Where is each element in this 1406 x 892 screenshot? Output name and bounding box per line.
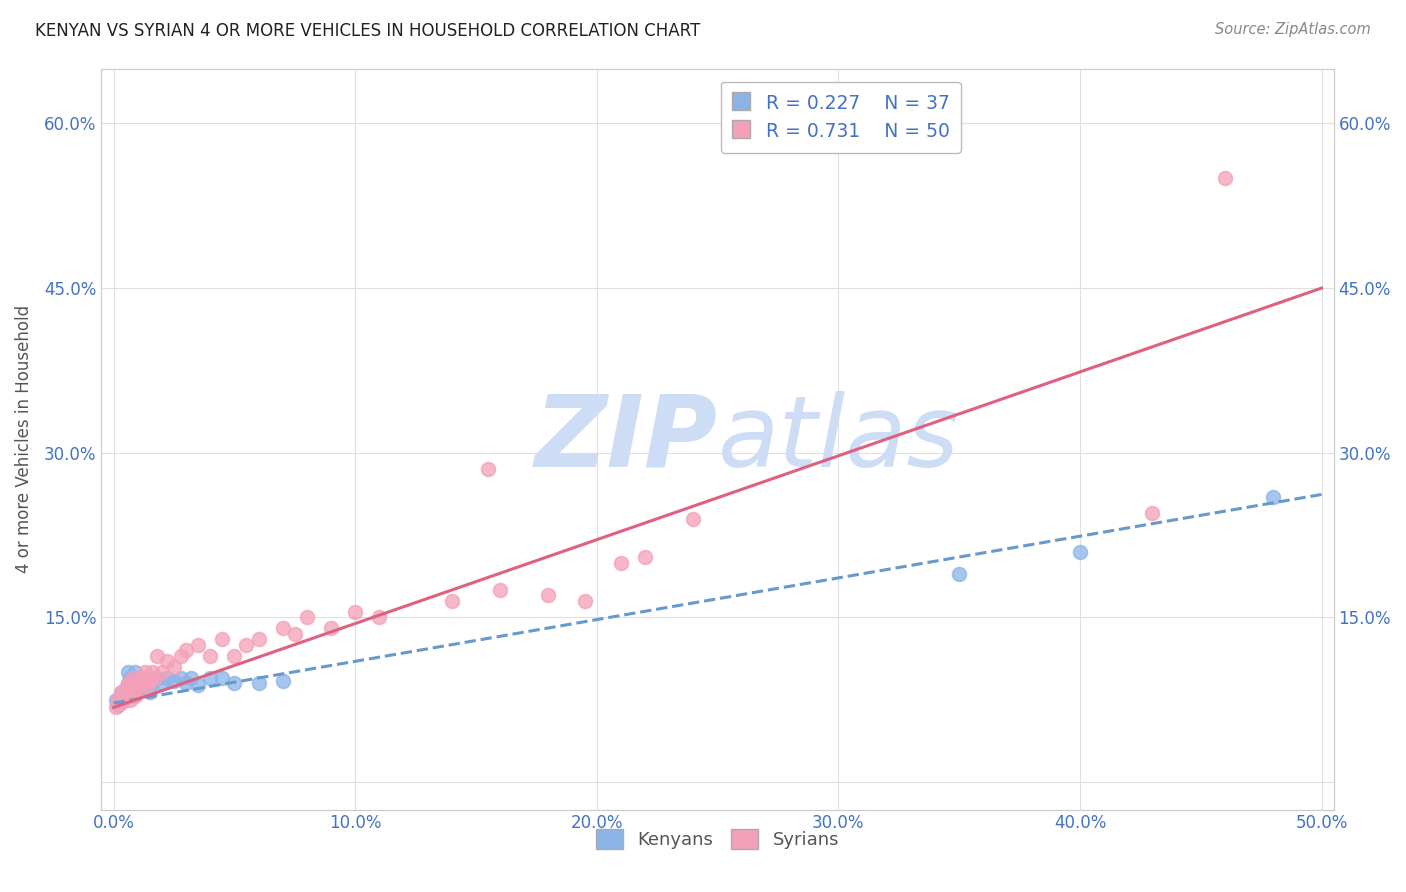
Point xyxy=(117,676,139,690)
Point xyxy=(127,681,149,696)
Point xyxy=(211,632,233,647)
Point xyxy=(122,678,145,692)
Point xyxy=(139,685,162,699)
Y-axis label: 4 or more Vehicles in Household: 4 or more Vehicles in Household xyxy=(15,305,32,573)
Point xyxy=(127,674,149,689)
Point xyxy=(143,671,166,685)
Point xyxy=(610,556,633,570)
Point xyxy=(127,681,149,696)
Point xyxy=(198,648,221,663)
Point xyxy=(170,671,193,685)
Point xyxy=(1069,544,1091,558)
Text: KENYAN VS SYRIAN 4 OR MORE VEHICLES IN HOUSEHOLD CORRELATION CHART: KENYAN VS SYRIAN 4 OR MORE VEHICLES IN H… xyxy=(35,22,700,40)
Point xyxy=(156,671,179,685)
Point xyxy=(124,665,146,680)
Point xyxy=(146,648,169,663)
Legend: R = 0.227    N = 37, R = 0.731    N = 50: R = 0.227 N = 37, R = 0.731 N = 50 xyxy=(721,81,960,153)
Point xyxy=(124,674,146,689)
Point xyxy=(170,648,193,663)
Point xyxy=(224,676,246,690)
Point xyxy=(124,690,146,704)
Point xyxy=(114,681,136,696)
Point xyxy=(150,676,173,690)
Point xyxy=(139,674,162,689)
Point xyxy=(150,665,173,680)
Point xyxy=(134,665,156,680)
Point xyxy=(146,671,169,685)
Point xyxy=(120,671,142,685)
Point xyxy=(107,692,129,706)
Point xyxy=(187,638,209,652)
Point xyxy=(136,674,159,689)
Point xyxy=(122,671,145,685)
Text: atlas: atlas xyxy=(717,391,959,488)
Point xyxy=(682,511,704,525)
Point xyxy=(174,676,197,690)
Point xyxy=(131,671,153,685)
Point xyxy=(295,610,318,624)
Point xyxy=(537,589,560,603)
Point xyxy=(110,696,132,710)
Point xyxy=(224,648,246,663)
Point xyxy=(117,676,139,690)
Point xyxy=(129,676,152,690)
Point xyxy=(120,678,142,692)
Point xyxy=(574,594,596,608)
Point xyxy=(110,685,132,699)
Point xyxy=(271,674,294,689)
Point xyxy=(235,638,257,652)
Point xyxy=(247,632,270,647)
Point xyxy=(477,462,499,476)
Point xyxy=(112,690,135,704)
Point xyxy=(112,692,135,706)
Point xyxy=(319,621,342,635)
Point xyxy=(120,692,142,706)
Text: Source: ZipAtlas.com: Source: ZipAtlas.com xyxy=(1215,22,1371,37)
Point xyxy=(141,665,163,680)
Point xyxy=(110,687,132,701)
Text: ZIP: ZIP xyxy=(534,391,717,488)
Point xyxy=(127,671,149,685)
Point xyxy=(948,566,970,581)
Point xyxy=(198,671,221,685)
Point xyxy=(104,692,127,706)
Point xyxy=(344,605,367,619)
Point xyxy=(104,700,127,714)
Point xyxy=(134,678,156,692)
Point xyxy=(247,676,270,690)
Point xyxy=(174,643,197,657)
Point xyxy=(211,671,233,685)
Point xyxy=(271,621,294,635)
Point xyxy=(117,687,139,701)
Point xyxy=(122,685,145,699)
Point xyxy=(141,676,163,690)
Point xyxy=(180,671,202,685)
Point xyxy=(136,678,159,692)
Point xyxy=(114,681,136,696)
Point xyxy=(131,671,153,685)
Point xyxy=(120,685,142,699)
Point xyxy=(440,594,463,608)
Point xyxy=(163,674,186,689)
Point xyxy=(634,549,657,564)
Point xyxy=(489,582,512,597)
Point xyxy=(129,676,152,690)
Point xyxy=(284,627,307,641)
Point xyxy=(107,698,129,713)
Point xyxy=(1213,171,1236,186)
Point xyxy=(163,660,186,674)
Point xyxy=(122,690,145,704)
Point xyxy=(368,610,391,624)
Point xyxy=(1142,506,1164,520)
Point xyxy=(187,678,209,692)
Point xyxy=(117,665,139,680)
Point xyxy=(1263,490,1285,504)
Point xyxy=(156,654,179,668)
